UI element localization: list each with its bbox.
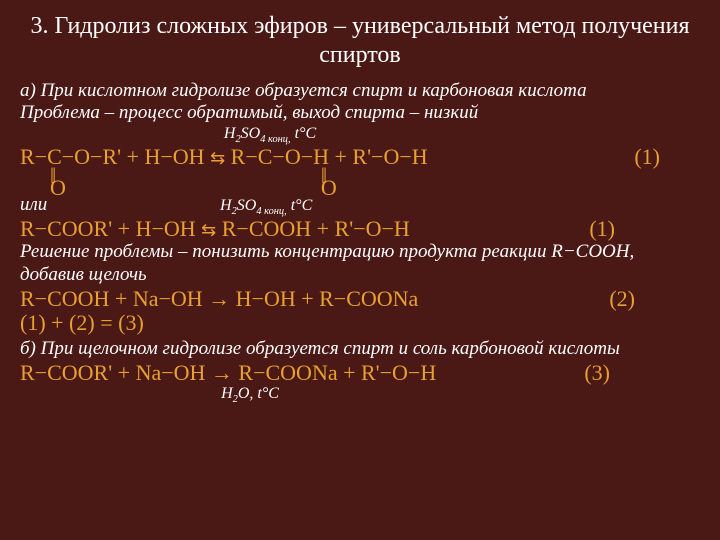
solution-line1: Решение проблемы – понизить концентрацию… [20,241,700,264]
condition-3: H2O, t°C [0,385,700,405]
slide-title: 3. Гидролиз сложных эфиров – универсальн… [20,12,700,70]
reaction-1: R−C−O−R' + H−OH ⇆ R−C−O−H + R'−O−H (1) ‖… [20,145,700,193]
or-label: или [20,194,220,217]
condition-2: H2SO4 конц, t°C [220,197,312,217]
reaction-2: R−COOR' + H−OH ⇆ R−COOH + R'−O−H (1) [20,217,700,241]
sum-line: (1) + (2) = (3) [20,311,700,335]
reaction-4: R−COOR' + Na−OH → R−COONa + R'−O−H (3) [20,361,700,385]
solution-line2: добавив щелочь [20,264,700,287]
section-a-line2: Проблема – процесс обратимый, выход спир… [20,102,700,125]
condition-1: H2SO4 конц, t°C [0,125,700,145]
section-a-line1: а) При кислотном гидролизе образуется сп… [20,80,700,103]
section-b-line: б) При щелочном гидролизе образуется спи… [20,338,700,361]
reaction-3: R−COOH + Na−OH → H−OH + R−COONa (2) [20,287,700,311]
